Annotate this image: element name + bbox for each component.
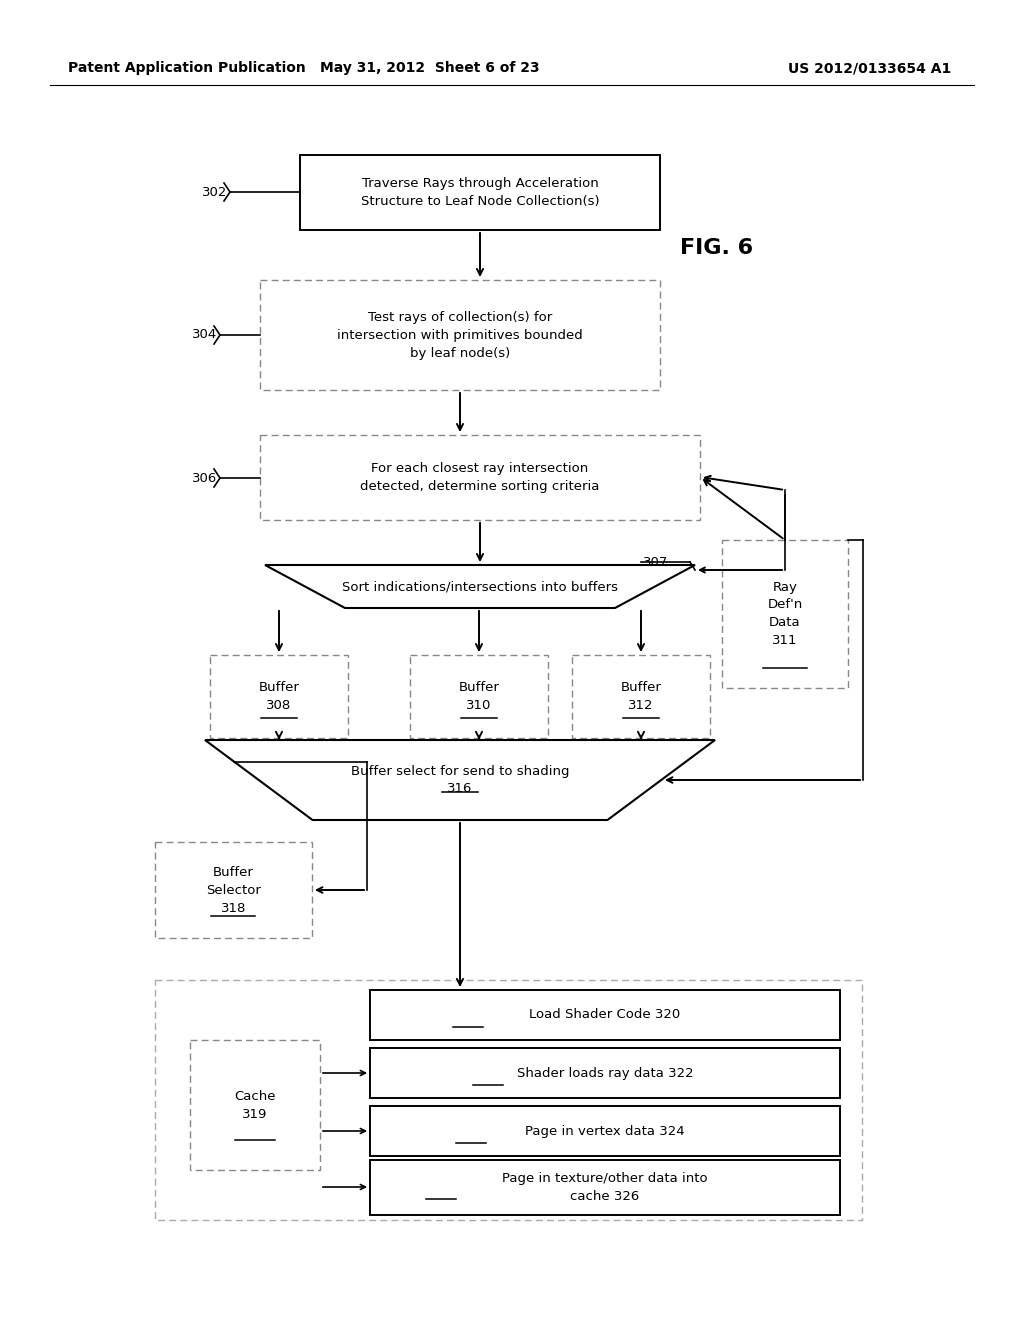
Polygon shape <box>205 741 715 820</box>
Text: 304: 304 <box>193 329 217 342</box>
Text: 307: 307 <box>643 556 669 569</box>
Bar <box>370 1160 840 1214</box>
Text: Shader loads ray data 322: Shader loads ray data 322 <box>517 1067 693 1080</box>
Text: Buffer
308: Buffer 308 <box>259 681 299 711</box>
Text: Buffer select for send to shading
316: Buffer select for send to shading 316 <box>351 764 569 796</box>
Text: Buffer
312: Buffer 312 <box>621 681 662 711</box>
Bar <box>370 1106 840 1156</box>
Text: Ray
Def'n
Data
311: Ray Def'n Data 311 <box>767 581 803 648</box>
Bar <box>300 154 660 230</box>
Bar <box>370 990 840 1040</box>
Bar <box>370 1048 840 1098</box>
Text: FIG. 6: FIG. 6 <box>680 238 753 257</box>
Text: Sort indications/intersections into buffers: Sort indications/intersections into buff… <box>342 579 618 593</box>
Text: Cache
319: Cache 319 <box>234 1089 275 1121</box>
Bar <box>260 280 660 389</box>
Text: 302: 302 <box>202 186 227 198</box>
Text: May 31, 2012  Sheet 6 of 23: May 31, 2012 Sheet 6 of 23 <box>321 61 540 75</box>
Text: Load Shader Code 320: Load Shader Code 320 <box>529 1008 681 1022</box>
Polygon shape <box>265 565 695 609</box>
Bar <box>260 436 700 520</box>
Bar <box>155 979 862 1220</box>
Text: Buffer
Selector
318: Buffer Selector 318 <box>206 866 261 915</box>
Text: 306: 306 <box>193 471 217 484</box>
Text: For each closest ray intersection
detected, determine sorting criteria: For each closest ray intersection detect… <box>360 462 600 492</box>
Text: Test rays of collection(s) for
intersection with primitives bounded
by leaf node: Test rays of collection(s) for intersect… <box>337 310 583 359</box>
Bar <box>722 540 848 688</box>
Text: Buffer
310: Buffer 310 <box>459 681 500 711</box>
Text: Page in vertex data 324: Page in vertex data 324 <box>525 1125 685 1138</box>
Bar <box>155 842 312 939</box>
Text: Page in texture/other data into
cache 326: Page in texture/other data into cache 32… <box>502 1172 708 1203</box>
Bar <box>410 655 548 738</box>
Text: Patent Application Publication: Patent Application Publication <box>68 61 306 75</box>
Bar <box>572 655 710 738</box>
Text: Traverse Rays through Acceleration
Structure to Leaf Node Collection(s): Traverse Rays through Acceleration Struc… <box>360 177 599 209</box>
Text: US 2012/0133654 A1: US 2012/0133654 A1 <box>788 61 951 75</box>
Bar <box>190 1040 319 1170</box>
Bar <box>210 655 348 738</box>
